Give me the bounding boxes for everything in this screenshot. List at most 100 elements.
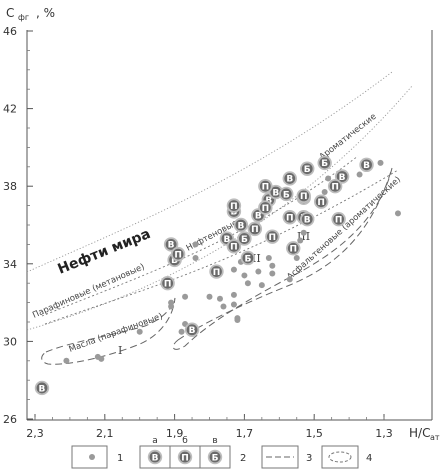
point-type-1 [230,301,237,308]
point-letter: В [286,175,293,185]
point-type-2б: П [258,200,273,215]
point-core [249,223,261,235]
point-core [172,248,184,260]
point-core [259,202,271,213]
point-letter: П [286,214,294,224]
point-letter: П [331,183,339,193]
zone-label-oils: Масла (парафиновые) [68,312,165,355]
region-I-outline [41,297,176,365]
point-type-1 [258,282,265,289]
point-letter: П [317,198,325,208]
point-letter: П [300,192,308,202]
legend-marker-core [149,451,161,463]
point-core [239,233,250,244]
legend-marker-1 [89,454,95,460]
legend: 1 Ва Пб Бв 2 3 4 [71,436,372,469]
point-core [336,171,348,182]
point-type-2в: Б [300,161,315,176]
point-core [319,157,331,169]
point-letter: В [339,173,346,183]
region-label-I: I [118,344,122,357]
point-core [228,240,240,252]
legend-marker-letter: П [181,453,189,463]
point-letter: Б [283,190,290,200]
point-type-1 [269,270,276,277]
point-type-2б: П [226,198,242,213]
legend-marker-core [209,451,221,463]
point-type-2б: П [258,179,273,194]
point-type-2в: Б [317,155,332,171]
point-type-2б: П [296,188,311,204]
x-axis-label-sub: ат [430,433,440,442]
point-type-2б: П [313,194,329,209]
data-points: ВВВВВВВВВВВВВВВВПППППППППППППППБББББ [34,155,401,396]
point-type-2а: В [300,211,315,227]
y-tick-label: 46 [3,25,17,38]
point-core [284,173,296,184]
point-letter: П [213,268,221,278]
x-tick-label: 1,5 [305,427,323,440]
y-tick-label: 34 [3,258,17,271]
point-letter: Б [321,159,328,169]
point-type-2б: П [331,211,346,227]
point-type-1 [216,295,223,302]
point-type-1 [325,175,332,182]
point-letter: В [168,241,175,251]
point-type-2а: В [184,322,200,337]
x-tick-label: 1,9 [166,427,184,440]
point-type-2б: П [282,210,297,225]
point-type-1 [269,262,276,269]
point-type-1 [192,254,199,261]
y-axis-label: C [6,6,14,20]
legend-sublabel: а [152,436,158,446]
y-tick-label: 42 [3,103,17,116]
point-type-1 [206,293,213,300]
y-axis-label-unit: , % [36,6,55,20]
legend-marker-letter: Б [212,453,219,463]
point-type-2б: П [226,239,242,254]
point-type-1 [63,357,70,364]
point-letter: П [262,204,270,214]
naphthene-aromatic-boundary [41,155,359,317]
point-letter: Б [304,165,311,175]
point-core [298,190,310,202]
point-type-1 [192,241,199,248]
x-tick-label: 2,1 [96,427,114,440]
point-letter: В [189,326,196,336]
point-core [280,188,292,200]
point-type-2а: В [34,380,50,396]
point-type-1 [182,293,189,300]
point-type-1 [168,303,175,310]
point-letter: П [335,215,343,225]
point-type-2б: П [209,264,224,279]
zone-labels: Нефти мира Парафиновые (метановые) Нафте… [31,112,403,357]
point-type-2в: Б [240,250,256,266]
point-type-1 [377,159,384,166]
point-type-1 [234,317,241,324]
point-letter: П [269,233,277,243]
point-core [186,324,198,336]
x-tick-label: 2,3 [26,427,44,440]
point-letter: П [230,202,238,212]
point-core [301,213,313,225]
region-label-II: II [252,252,261,265]
x-ticks: 2,3 2,1 1,9 1,7 1,5 1,3 [26,414,393,440]
legend-label-3: 3 [306,453,312,464]
point-type-2б: П [247,221,263,237]
point-type-2б: П [160,276,175,291]
legend-box-1 [71,445,108,469]
point-core [162,277,174,289]
point-letter: В [39,384,46,394]
point-letter: В [304,215,311,225]
point-type-2а: В [233,217,249,233]
point-type-1 [220,303,227,310]
paraffin-naphthene-boundary [44,169,399,325]
point-letter: В [237,221,244,231]
point-type-1 [265,254,272,261]
point-type-1 [241,272,248,279]
y-ticks: 26 30 34 38 42 46 [3,25,33,426]
legend-box-4 [321,445,359,469]
y-axis-label-sub: фг [18,13,29,22]
point-core [333,213,345,225]
